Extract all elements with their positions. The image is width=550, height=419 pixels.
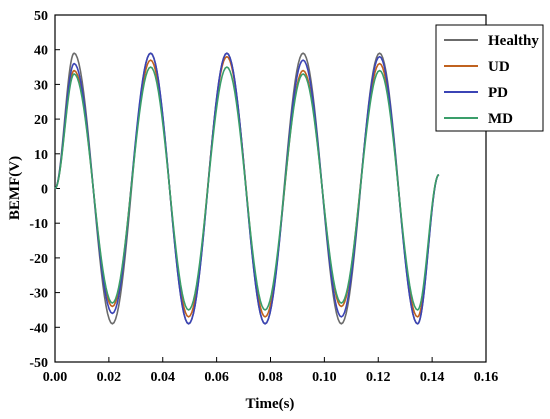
y-axis-title: BEMF(V) [7,156,23,220]
x-tick-label: 0.06 [204,370,229,385]
x-tick-label: 0.02 [97,370,122,385]
y-tick-label: 30 [34,78,48,93]
y-tick-label: 20 [34,113,48,128]
x-tick-label: 0.12 [366,370,391,385]
x-tick-label: 0.04 [151,370,176,385]
y-tick-label: -40 [29,321,48,336]
y-tick-label: -20 [29,252,48,267]
y-axis: -50 -40 -30 -20 -10 0 10 20 30 40 50 [29,9,60,371]
y-tick-label: -10 [29,217,48,232]
x-tick-label: 0.14 [420,370,445,385]
legend-box [435,24,544,132]
y-tick-label: -50 [29,356,48,371]
legend-label-md: MD [488,111,513,127]
y-tick-label: 0 [41,183,48,198]
series-line-md [54,66,440,311]
y-tick-label: 50 [34,9,48,24]
y-tick-label: -30 [29,287,48,302]
legend: Healthy UD PD MD [435,24,544,132]
x-tick-label: 0.16 [474,370,499,385]
y-tick-label: 10 [34,148,48,163]
y-tick-label: 40 [34,44,48,59]
series-line-ud [54,55,440,318]
x-tick-label: 0.08 [258,370,283,385]
x-axis: 0.00 0.02 0.04 0.06 0.08 0.10 0.12 0.14 0.16 [43,357,499,385]
legend-label-pd: PD [488,85,508,101]
x-tick-label: 0.10 [312,370,337,385]
x-tick-label: 0.00 [43,370,68,385]
legend-label-healthy: Healthy [488,33,539,49]
series-lines [54,52,440,325]
legend-label-ud: UD [488,59,510,75]
x-axis-title: Time(s) [246,396,295,412]
